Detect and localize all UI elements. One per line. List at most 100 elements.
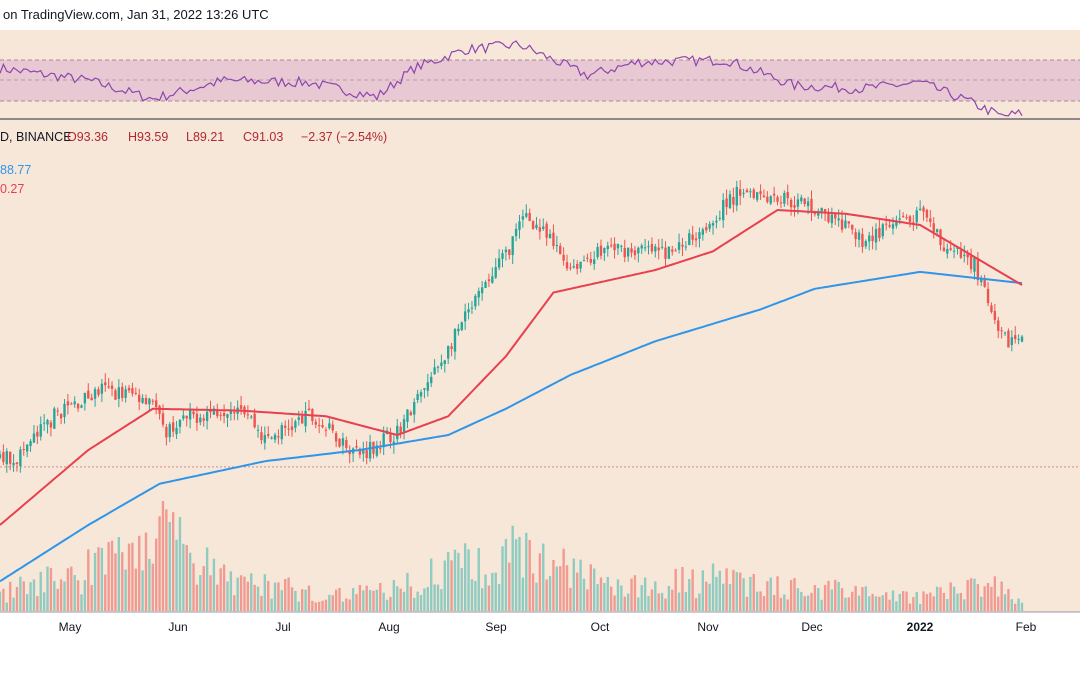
candle-body — [138, 394, 141, 402]
volume-bar — [80, 594, 83, 611]
candle — [701, 227, 705, 241]
volume-bar — [1003, 594, 1007, 611]
candle — [650, 237, 654, 255]
volume-bar — [660, 592, 664, 611]
candle-body — [392, 441, 396, 445]
candle-body — [969, 255, 973, 270]
candle-body — [728, 194, 732, 209]
volume-bar — [976, 584, 980, 611]
volume-bar — [837, 581, 840, 611]
candle-body — [484, 282, 487, 288]
volume-bar — [905, 591, 908, 611]
candle — [599, 239, 603, 260]
volume-bar — [531, 573, 535, 611]
candle-body — [338, 438, 341, 447]
volume-bar — [124, 569, 127, 611]
candle-body — [647, 246, 650, 248]
candle-body — [596, 246, 599, 258]
candle — [508, 248, 511, 260]
candle — [749, 188, 752, 198]
candle — [609, 237, 613, 248]
candle-body — [895, 220, 898, 226]
volume-bar — [871, 593, 874, 611]
candle-body — [87, 390, 90, 399]
candle-body — [246, 414, 250, 416]
volume-bar — [402, 591, 406, 611]
candle — [606, 241, 609, 257]
volume-bar — [647, 595, 650, 611]
volume-bar — [222, 564, 226, 611]
candle — [932, 217, 935, 239]
candle-body — [188, 409, 192, 420]
candle-body — [572, 266, 576, 268]
volume-bar — [300, 589, 304, 611]
volume-bar — [640, 585, 643, 611]
candle — [976, 252, 980, 286]
candle — [93, 386, 97, 407]
volume-bar — [368, 589, 372, 611]
volume-bar — [572, 558, 576, 611]
candle-body — [1014, 335, 1017, 340]
candle-body — [15, 462, 19, 464]
candle — [178, 419, 182, 434]
candle-body — [19, 449, 22, 467]
candle-body — [779, 202, 783, 204]
candle — [664, 241, 667, 268]
candle — [569, 262, 572, 271]
candle — [426, 373, 430, 397]
candle-body — [705, 227, 708, 231]
volume-bar — [53, 580, 56, 611]
candle — [97, 386, 100, 398]
candle — [270, 436, 273, 440]
candle — [552, 224, 555, 250]
candle-body — [732, 196, 735, 205]
volume-bar — [728, 584, 732, 611]
volume-bar — [127, 543, 131, 611]
volume-bar — [738, 572, 742, 611]
volume-bar — [932, 596, 935, 611]
candle — [273, 432, 277, 443]
x-tick-label: Jul — [275, 620, 290, 634]
volume-bar — [552, 559, 555, 611]
candle-body — [59, 414, 63, 419]
volume-bar — [857, 595, 861, 611]
volume-bar — [854, 585, 857, 611]
candle — [640, 243, 643, 254]
volume-bar — [993, 576, 997, 611]
candle-body — [599, 245, 603, 256]
candle — [528, 208, 531, 222]
candle — [698, 227, 701, 248]
volume-bar — [399, 588, 402, 611]
candle — [59, 413, 63, 425]
candle-body — [840, 219, 844, 230]
volume-bar — [847, 597, 851, 611]
candle-body — [100, 383, 104, 394]
volume-bar — [643, 577, 647, 611]
volume-bar — [735, 572, 738, 611]
volume-bar — [613, 595, 616, 611]
candle — [925, 208, 929, 223]
candle-body — [314, 421, 317, 425]
volume-bar — [949, 582, 952, 611]
candle-body — [426, 382, 430, 391]
candle-body — [450, 346, 453, 349]
volume-bar — [973, 578, 976, 611]
volume-bar — [878, 596, 881, 611]
volume-bar — [42, 592, 46, 611]
candle-body — [918, 208, 922, 210]
candle — [620, 244, 623, 252]
volume-bar — [939, 587, 942, 611]
volume-bar — [433, 584, 436, 611]
candle — [725, 189, 728, 216]
candle — [518, 214, 521, 239]
candle-body — [766, 196, 769, 202]
candle — [871, 226, 874, 250]
x-tick-label: 2022 — [907, 620, 934, 634]
candle — [766, 191, 769, 204]
candle-body — [637, 247, 640, 254]
candle — [324, 427, 328, 437]
volume-bar — [39, 571, 42, 611]
volume-bar — [114, 553, 117, 611]
volume-bar — [450, 560, 453, 611]
candle-body — [606, 245, 609, 250]
